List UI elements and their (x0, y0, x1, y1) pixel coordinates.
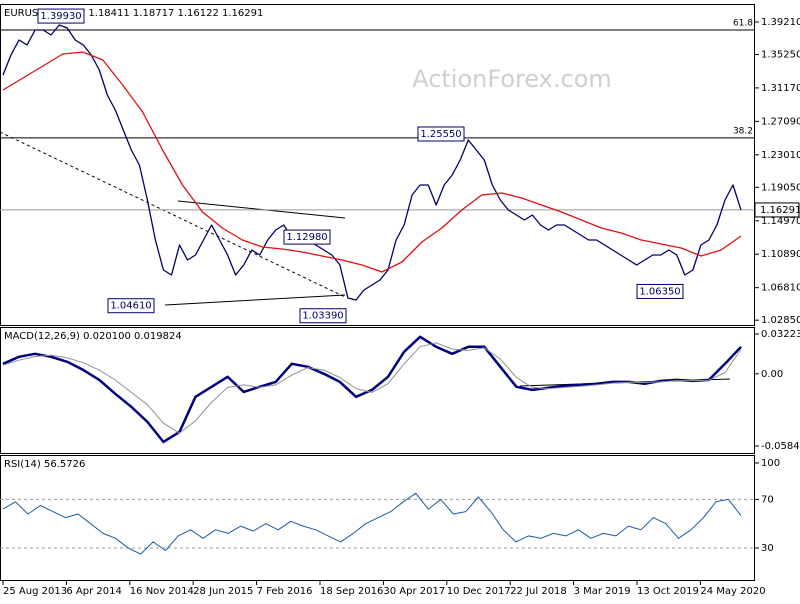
y-tick-label: 0.00 (761, 369, 783, 380)
x-tick-label: 16 Nov 2014 (130, 586, 194, 597)
y-tick-label: 70 (761, 494, 774, 505)
price-annotation: 1.25550 (420, 129, 461, 140)
y-tick-label: 1.23010 (761, 150, 800, 161)
x-tick-label: 3 Mar 2019 (574, 586, 631, 597)
price-annotation: 1.06350 (639, 286, 680, 297)
last-price-box (754, 202, 800, 218)
series-line (2, 492, 742, 555)
x-tick-label: 13 Oct 2019 (637, 586, 699, 597)
series-line (2, 342, 742, 434)
panel-title: MACD(12,26,9) 0.020100 0.019824 (4, 331, 182, 342)
price-annotation: 1.04610 (110, 301, 151, 312)
y-tick-label: -0.058434 (761, 441, 800, 452)
series-line (2, 51, 742, 273)
fib-label: 38.2 (733, 126, 753, 136)
y-tick-label: 1.27090 (761, 116, 800, 127)
rsi-panel (0, 455, 755, 581)
y-tick-label: 1.31170 (761, 83, 800, 94)
y-tick-label: 1.10890 (761, 249, 800, 260)
x-tick-label: 28 Jun 2015 (193, 586, 253, 597)
x-tick-label: 25 Aug 2013 (3, 586, 67, 597)
x-tick-label: 22 Jul 2018 (510, 586, 567, 597)
price-annotation-box (636, 283, 684, 299)
x-tick-label: 6 Apr 2014 (66, 586, 121, 597)
watermark: ActionForex.com (412, 65, 612, 93)
price-annotation-box (417, 126, 465, 142)
x-tick-label: 10 Dec 2017 (447, 586, 511, 597)
y-tick-label: 0.032235 (761, 329, 800, 340)
y-tick-label: 1.19050 (761, 182, 800, 193)
fib-label: 61.8 (733, 19, 753, 29)
y-tick-label: 1.14970 (761, 216, 800, 227)
price-annotation: 1.39930 (40, 11, 81, 22)
price-annotation-box (283, 229, 331, 245)
price-panel (0, 4, 755, 326)
trend-line (0, 131, 346, 298)
price-annotation-box (299, 308, 347, 324)
y-tick-label: 1.39210 (761, 17, 800, 28)
x-tick-label: 30 Apr 2017 (383, 586, 445, 597)
panel-title: EURUSD Weekly 1.18411 1.18717 1.16122 1.… (4, 8, 263, 19)
price-annotation: 1.03390 (302, 311, 343, 322)
y-tick-label: 100 (761, 458, 780, 469)
series-line (2, 24, 742, 301)
y-tick-label: 1.35250 (761, 49, 800, 60)
series-line (2, 335, 742, 444)
price-annotation-box (37, 8, 85, 24)
price-annotation: 1.12980 (286, 232, 327, 243)
x-tick-label: 18 Sep 2016 (320, 586, 383, 597)
macd-panel (0, 327, 755, 454)
y-tick-label: 1.02850 (761, 315, 800, 326)
x-tick-label: 24 May 2020 (700, 586, 765, 597)
trend-line (164, 294, 346, 306)
last-price-label: 1.16291 (760, 205, 800, 216)
panel-title: RSI(14) 56.5726 (4, 459, 85, 470)
x-tick-label: 7 Feb 2016 (257, 586, 313, 597)
y-tick-label: 30 (761, 543, 774, 554)
y-tick-label: 1.06810 (761, 283, 800, 294)
price-annotation-box (107, 298, 155, 314)
